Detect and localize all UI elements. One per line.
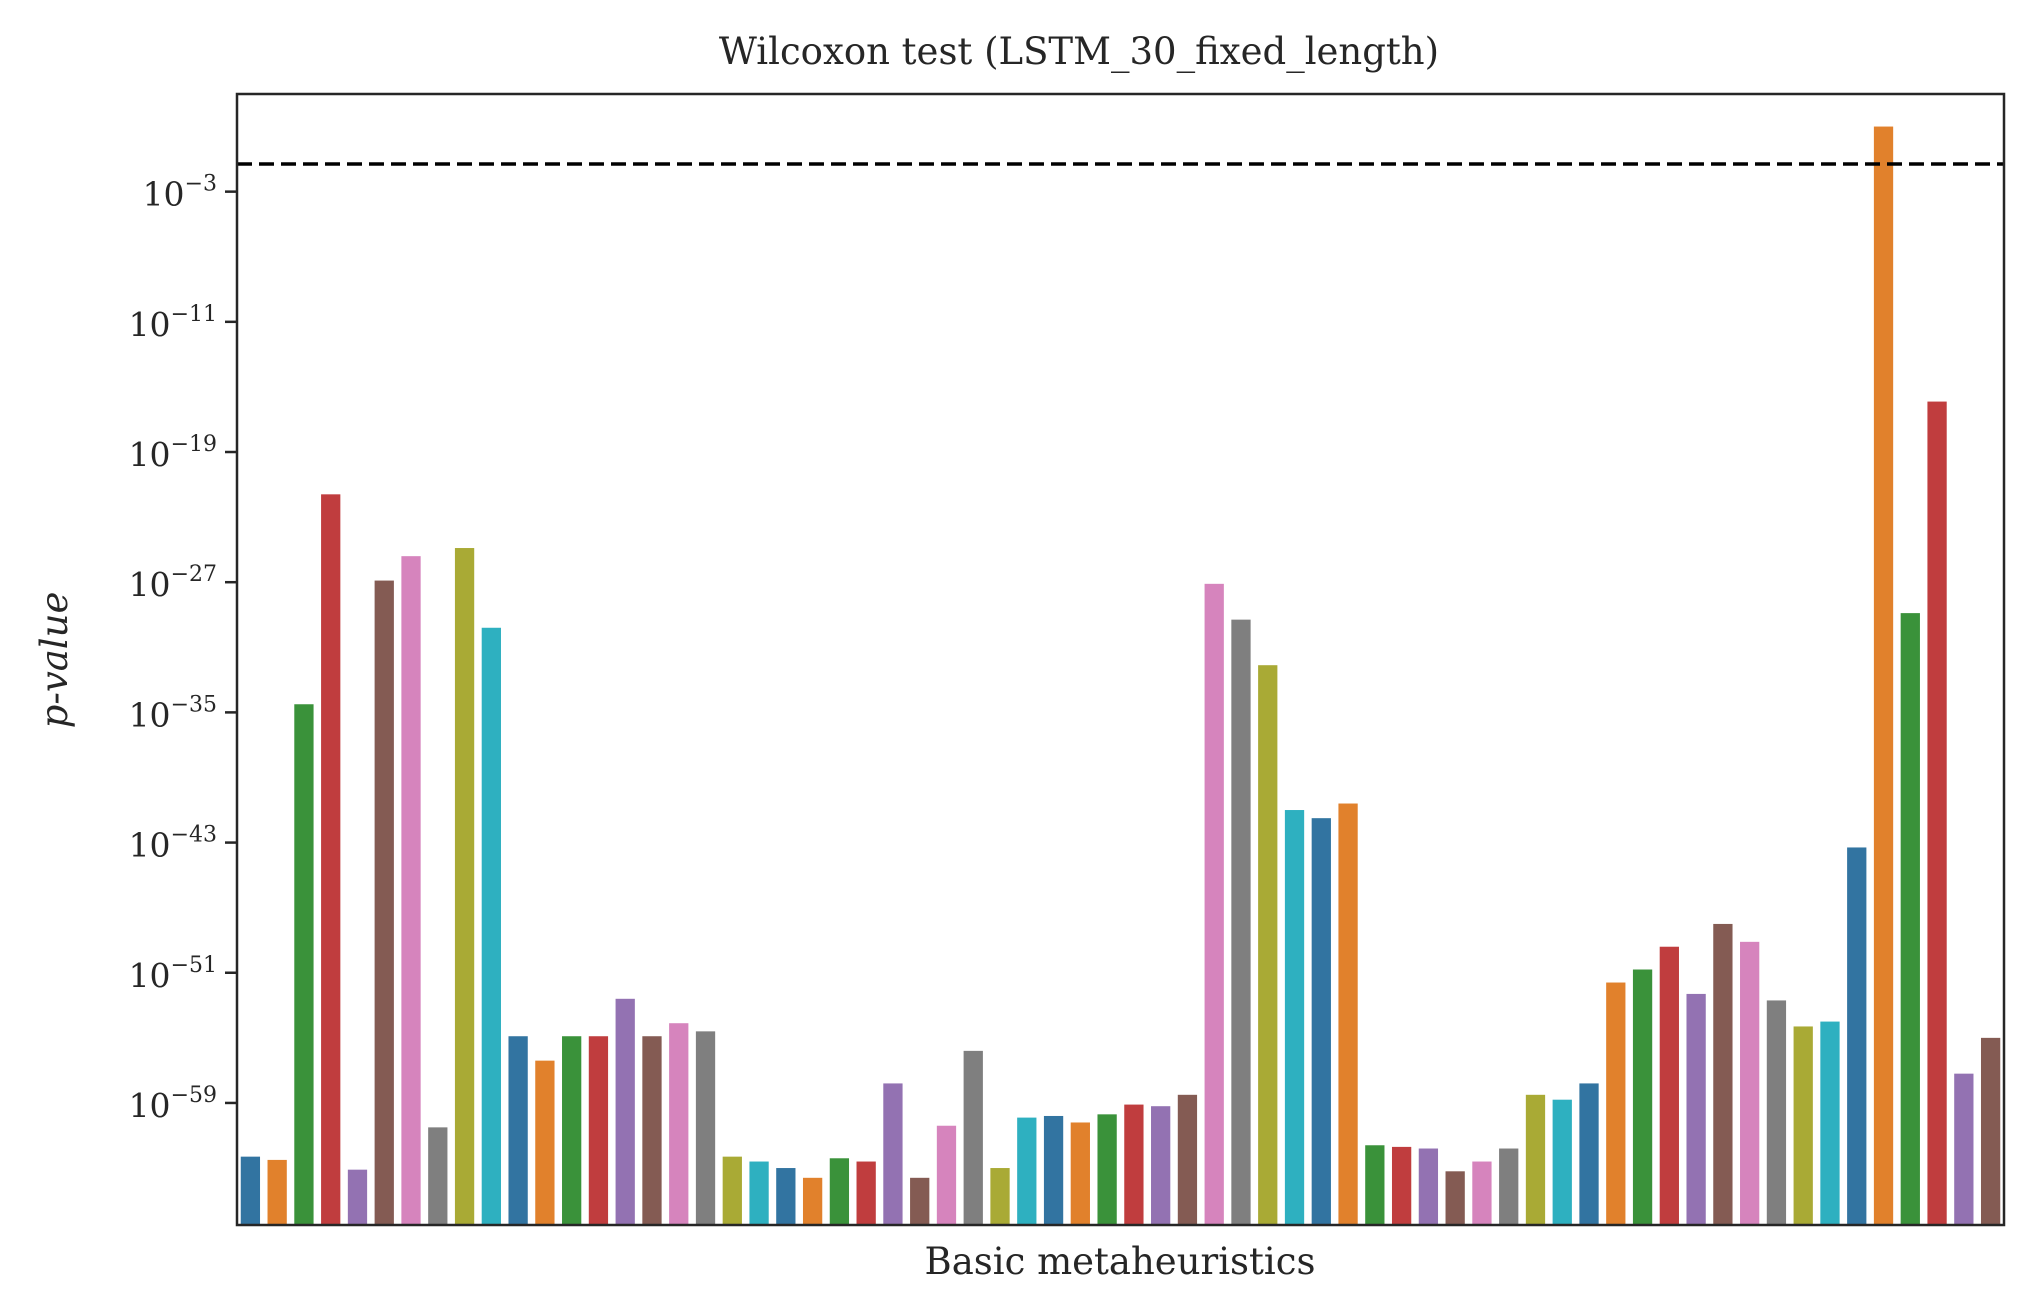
bar-51 <box>1579 1083 1599 1225</box>
bar-57 <box>1740 941 1760 1225</box>
bar-35 <box>1151 1106 1171 1225</box>
bar-21 <box>776 1168 796 1225</box>
y-tick-base: 10 <box>129 695 171 734</box>
bars-group <box>240 126 2001 1226</box>
bar-25 <box>883 1083 903 1225</box>
bar-27 <box>936 1125 957 1225</box>
bar-15 <box>615 998 635 1225</box>
bar-42 <box>1338 803 1358 1225</box>
y-tick-label: 10−11 <box>129 302 217 344</box>
bar-1 <box>240 1156 261 1225</box>
bar-2 <box>267 1159 287 1225</box>
y-tick-label: 10−3 <box>143 172 217 214</box>
bar-58 <box>1766 1000 1787 1225</box>
bar-34 <box>1124 1104 1144 1225</box>
bar-12 <box>535 1060 555 1225</box>
bar-8 <box>428 1127 448 1225</box>
bar-64 <box>1927 401 1947 1225</box>
bar-55 <box>1686 993 1706 1225</box>
bar-43 <box>1365 1145 1385 1225</box>
bar-52 <box>1606 982 1626 1225</box>
x-axis-label: Basic metaheuristics <box>925 1240 1316 1283</box>
bar-44 <box>1391 1146 1412 1225</box>
bar-32 <box>1070 1122 1090 1225</box>
bar-14 <box>588 1036 609 1225</box>
y-tick-base: 10 <box>129 1086 171 1125</box>
bar-62 <box>1873 126 1894 1225</box>
bar-38 <box>1231 619 1251 1225</box>
bar-36 <box>1177 1094 1198 1225</box>
bar-11 <box>508 1036 528 1225</box>
y-tick-base: 10 <box>129 435 171 474</box>
bar-9 <box>454 548 475 1225</box>
bar-28 <box>963 1050 983 1225</box>
y-tick-label: 10−59 <box>129 1083 217 1125</box>
y-tick-label: 10−27 <box>129 562 217 604</box>
bar-18 <box>695 1031 716 1225</box>
bar-19 <box>722 1156 742 1225</box>
y-tick-exponent: −27 <box>171 562 217 587</box>
bar-65 <box>1954 1073 1974 1225</box>
bar-37 <box>1204 583 1224 1225</box>
bar-33 <box>1097 1114 1117 1225</box>
bar-6 <box>374 580 394 1225</box>
y-tick-exponent: −19 <box>171 432 217 457</box>
y-tick-label: 10−43 <box>129 823 217 865</box>
bar-20 <box>749 1161 769 1225</box>
bar-40 <box>1284 810 1305 1225</box>
bar-48 <box>1499 1148 1519 1225</box>
bar-59 <box>1793 1026 1813 1225</box>
bar-26 <box>910 1177 930 1225</box>
bar-41 <box>1311 818 1331 1225</box>
bar-30 <box>1017 1117 1037 1225</box>
bar-16 <box>642 1036 662 1225</box>
bar-53 <box>1632 969 1653 1225</box>
y-tick-label: 10−19 <box>129 432 217 474</box>
bar-54 <box>1659 946 1679 1225</box>
bar-61 <box>1847 847 1867 1225</box>
bar-3 <box>294 704 314 1225</box>
bar-4 <box>321 494 341 1226</box>
bar-17 <box>669 1023 689 1225</box>
y-tick-label: 10−51 <box>129 953 217 995</box>
bar-46 <box>1445 1171 1465 1225</box>
bar-50 <box>1552 1099 1572 1225</box>
y-tick-base: 10 <box>129 565 171 604</box>
bar-13 <box>562 1036 582 1225</box>
y-tick-label: 10−35 <box>129 692 217 734</box>
bar-39 <box>1258 665 1278 1225</box>
bar-60 <box>1820 1021 1840 1225</box>
y-tick-base: 10 <box>129 305 171 344</box>
y-tick-base: 10 <box>143 175 185 214</box>
y-tick-exponent: −3 <box>185 172 217 197</box>
bar-5 <box>347 1169 368 1225</box>
y-tick-exponent: −11 <box>171 302 217 327</box>
y-tick-exponent: −59 <box>171 1083 217 1108</box>
y-tick-exponent: −51 <box>171 953 217 978</box>
bar-49 <box>1525 1094 1546 1225</box>
y-tick-exponent: −43 <box>171 823 217 848</box>
bar-29 <box>990 1168 1010 1225</box>
y-axis-label: p-value <box>33 592 76 729</box>
chart-title: Wilcoxon test (LSTM_30_fixed_length) <box>719 30 1439 74</box>
bar-31 <box>1043 1115 1064 1225</box>
bar-47 <box>1472 1161 1492 1225</box>
bar-22 <box>802 1177 823 1225</box>
y-tick-base: 10 <box>129 826 171 865</box>
plot-frame <box>235 92 2006 1227</box>
bar-56 <box>1713 923 1733 1225</box>
bar-66 <box>1980 1037 2001 1225</box>
y-tick-exponent: −35 <box>171 692 217 717</box>
bar-23 <box>829 1158 850 1225</box>
bar-63 <box>1900 613 1920 1225</box>
bar-45 <box>1418 1148 1439 1225</box>
bar-10 <box>481 627 501 1225</box>
y-tick-base: 10 <box>129 956 171 995</box>
bar-24 <box>856 1161 876 1225</box>
bar-7 <box>401 556 421 1225</box>
